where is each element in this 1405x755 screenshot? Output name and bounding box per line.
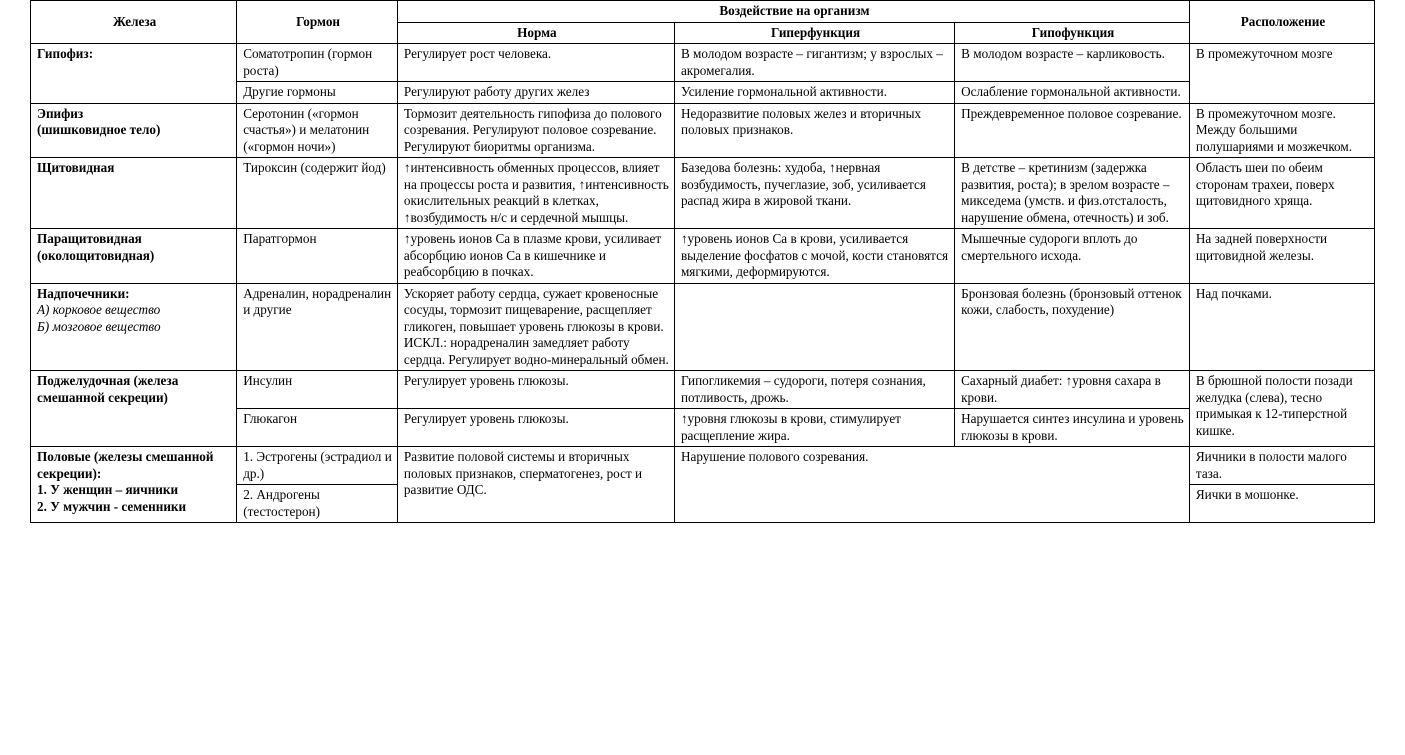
document-page: Железа Гормон Воздействие на организм Ра…: [0, 0, 1405, 755]
table-row: Гипофиз: Соматотропин (гормон роста) Рег…: [31, 44, 1375, 82]
hypo-cell: Мышечные судороги вплоть до смертельного…: [955, 229, 1190, 284]
location-cell: В промежуточном мозге: [1189, 44, 1374, 104]
norm-cell: Регулирует рост человека.: [397, 44, 674, 82]
norm-cell: Тормозит деятельность гипофиза до полово…: [397, 103, 674, 158]
hyper-cell: Усиление гормональной активности.: [674, 82, 954, 104]
adrenal-title: Надпочечники:: [37, 286, 130, 301]
table-row: Паращитовидная (околощитовидная) Паратго…: [31, 229, 1375, 284]
dysfunction-merged-cell: Нарушение полового созревания.: [674, 447, 1189, 523]
header-hypo: Гипофункция: [955, 22, 1190, 44]
norm-cell: ↑интенсивность обменных процессов, влияе…: [397, 158, 674, 229]
norm-cell: Регулирует уровень глюкозы.: [397, 409, 674, 447]
adrenal-sub-a: А) корковое вещество: [37, 302, 160, 317]
gland-cell-parathyroid: Паращитовидная (околощитовидная): [31, 229, 237, 284]
header-effects-group: Воздействие на организм: [397, 1, 1189, 23]
hormone-cell: 2. Андрогены (тестостерон): [237, 485, 398, 523]
header-location: Расположение: [1189, 1, 1374, 44]
location-cell: В промежуточном мозге. Между большими по…: [1189, 103, 1374, 158]
gland-cell-pituitary: Гипофиз:: [31, 44, 237, 104]
hormone-cell: Паратгормон: [237, 229, 398, 284]
gland-cell-adrenal: Надпочечники: А) корковое вещество Б) мо…: [31, 283, 237, 371]
adrenal-sub-b: Б) мозговое вещество: [37, 319, 161, 334]
hyper-cell: ↑уровня глюкозы в крови, стимулирует рас…: [674, 409, 954, 447]
norm-cell: Регулируют работу других желез: [397, 82, 674, 104]
hormone-cell: Другие гормоны: [237, 82, 398, 104]
hyper-cell: Базедова болезнь: худоба, ↑нервная возбу…: [674, 158, 954, 229]
norm-cell: ↑уровень ионов Ca в плазме крови, усилив…: [397, 229, 674, 284]
table-row: Эпифиз (шишковидное тело) Серотонин («го…: [31, 103, 1375, 158]
hormone-cell: 1. Эстрогены (эстрадиол и др.): [237, 447, 398, 485]
hypo-cell: Бронзовая болезнь (бронзовый оттенок кож…: [955, 283, 1190, 371]
hypo-cell: В детстве – кретинизм (задержка развития…: [955, 158, 1190, 229]
gonads-line1: 1. У женщин – яичники: [37, 482, 178, 497]
table-row: Щитовидная Тироксин (содержит йод) ↑инте…: [31, 158, 1375, 229]
hormone-cell: Адреналин, норадреналин и другие: [237, 283, 398, 371]
hormone-cell: Глюкагон: [237, 409, 398, 447]
hyper-cell: Гипогликемия – судороги, потеря сознания…: [674, 371, 954, 409]
hormone-cell: Серотонин («гормон счастья») и мелатонин…: [237, 103, 398, 158]
header-hyper: Гиперфункция: [674, 22, 954, 44]
hypo-cell: Преждевременное половое созревание.: [955, 103, 1190, 158]
header-hormone: Гормон: [237, 1, 398, 44]
location-cell: В брюшной полости позади желудка (слева)…: [1189, 371, 1374, 447]
glands-table: Железа Гормон Воздействие на организм Ра…: [30, 0, 1375, 523]
hypo-cell: В молодом возрасте – карликовость.: [955, 44, 1190, 82]
hypo-cell: Ослабление гормональной активности.: [955, 82, 1190, 104]
gonads-title: Половые (железы смешанной секреции):: [37, 449, 214, 481]
hyper-cell: ↑уровень ионов Ca в крови, усиливается в…: [674, 229, 954, 284]
location-cell: Область шеи по обеим сторонам трахеи, по…: [1189, 158, 1374, 229]
hormone-cell: Тироксин (содержит йод): [237, 158, 398, 229]
gland-cell-gonads: Половые (железы смешанной секреции): 1. …: [31, 447, 237, 523]
hormone-cell: Соматотропин (гормон роста): [237, 44, 398, 82]
hormone-cell: Инсулин: [237, 371, 398, 409]
norm-cell: Регулирует уровень глюкозы.: [397, 371, 674, 409]
hypo-cell: Нарушается синтез инсулина и уровень глю…: [955, 409, 1190, 447]
header-gland: Железа: [31, 1, 237, 44]
norm-cell: Развитие половой системы и вторичных пол…: [397, 447, 674, 523]
location-cell: Яичники в полости малого таза.: [1189, 447, 1374, 485]
location-cell: На задней поверхности щитовидной железы.: [1189, 229, 1374, 284]
location-cell: Яички в мошонке.: [1189, 485, 1374, 523]
gland-cell-thyroid: Щитовидная: [31, 158, 237, 229]
gonads-line2: 2. У мужчин - семенники: [37, 499, 186, 514]
hyper-cell: Недоразвитие половых желез и вторичных п…: [674, 103, 954, 158]
gland-cell-pineal: Эпифиз (шишковидное тело): [31, 103, 237, 158]
table-row: Половые (железы смешанной секреции): 1. …: [31, 447, 1375, 485]
header-row-1: Железа Гормон Воздействие на организм Ра…: [31, 1, 1375, 23]
gland-cell-pancreas: Поджелудочная (железа смешанной секреции…: [31, 371, 237, 447]
hyper-cell: В молодом возрасте – гигантизм; у взросл…: [674, 44, 954, 82]
table-row: Поджелудочная (железа смешанной секреции…: [31, 371, 1375, 409]
hypo-cell: Сахарный диабет: ↑уровня сахара в крови.: [955, 371, 1190, 409]
norm-cell: Ускоряет работу сердца, сужает кровеносн…: [397, 283, 674, 371]
location-cell: Над почками.: [1189, 283, 1374, 371]
table-row: Надпочечники: А) корковое вещество Б) мо…: [31, 283, 1375, 371]
hyper-cell: [674, 283, 954, 371]
header-norm: Норма: [397, 22, 674, 44]
